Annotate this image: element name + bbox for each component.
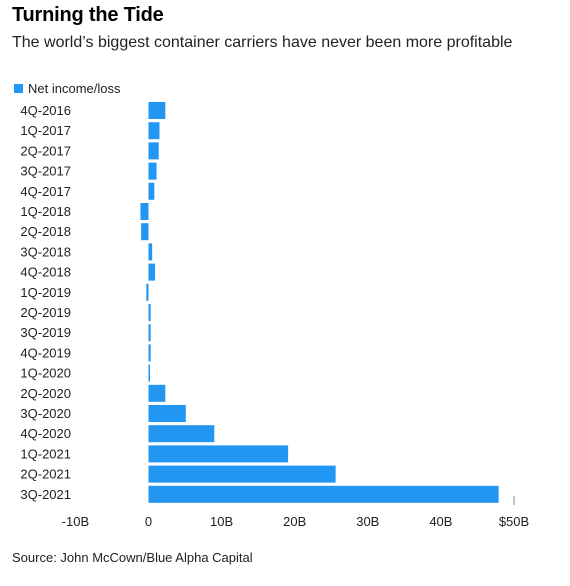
category-label: 3Q-2017 bbox=[20, 164, 71, 179]
category-label: 1Q-2019 bbox=[20, 285, 71, 300]
category-label: 1Q-2017 bbox=[20, 123, 71, 138]
category-label: 4Q-2018 bbox=[20, 265, 71, 280]
category-label: 1Q-2020 bbox=[20, 366, 71, 381]
x-tick-label: -10B bbox=[62, 514, 89, 529]
bar bbox=[148, 304, 151, 321]
category-label: 4Q-2019 bbox=[20, 345, 71, 360]
x-tick-label: 20B bbox=[283, 514, 306, 529]
category-label: 4Q-2017 bbox=[20, 184, 71, 199]
legend-swatch bbox=[14, 84, 23, 93]
category-label: 2Q-2018 bbox=[20, 224, 71, 239]
bar bbox=[148, 263, 156, 281]
category-label: 1Q-2021 bbox=[20, 446, 71, 461]
x-tick-label: 0 bbox=[145, 514, 152, 529]
chart-legend: Net income/loss bbox=[14, 81, 120, 96]
bar bbox=[148, 324, 151, 342]
bar bbox=[148, 182, 155, 200]
bar bbox=[140, 203, 149, 220]
x-tick-label: 10B bbox=[210, 514, 233, 529]
x-tick-label: $50B bbox=[499, 514, 529, 529]
chart-subtitle: The world’s biggest container carriers h… bbox=[12, 34, 513, 51]
category-label: 2Q-2017 bbox=[20, 143, 71, 158]
bar bbox=[148, 384, 166, 402]
bar bbox=[148, 465, 336, 483]
source-note: Source: John McCown/Blue Alpha Capital bbox=[12, 550, 253, 565]
bar bbox=[148, 122, 160, 140]
bar bbox=[148, 445, 289, 463]
bar bbox=[148, 243, 153, 261]
x-tick-label: 30B bbox=[356, 514, 379, 529]
bar bbox=[148, 485, 499, 503]
category-label: 1Q-2018 bbox=[20, 204, 71, 219]
bar bbox=[148, 344, 151, 362]
category-label: 2Q-2020 bbox=[20, 386, 71, 401]
bar bbox=[146, 283, 149, 301]
category-label: 2Q-2019 bbox=[20, 305, 71, 320]
category-label: 4Q-2016 bbox=[20, 103, 71, 118]
chart-title: Turning the Tide bbox=[12, 4, 164, 26]
category-label: 2Q-2021 bbox=[20, 467, 71, 482]
category-label: 3Q-2020 bbox=[20, 406, 71, 421]
bar bbox=[148, 142, 159, 160]
bar bbox=[148, 405, 186, 422]
x-tick-label: 40B bbox=[429, 514, 452, 529]
bar bbox=[141, 223, 149, 241]
bar bbox=[148, 102, 166, 119]
category-label: 3Q-2021 bbox=[20, 487, 71, 502]
category-label: 3Q-2019 bbox=[20, 325, 71, 340]
category-label: 3Q-2018 bbox=[20, 244, 71, 259]
legend-label: Net income/loss bbox=[28, 81, 121, 96]
category-label: 4Q-2020 bbox=[20, 426, 71, 441]
bar bbox=[148, 364, 150, 382]
bar bbox=[148, 425, 215, 443]
bar bbox=[148, 162, 157, 180]
